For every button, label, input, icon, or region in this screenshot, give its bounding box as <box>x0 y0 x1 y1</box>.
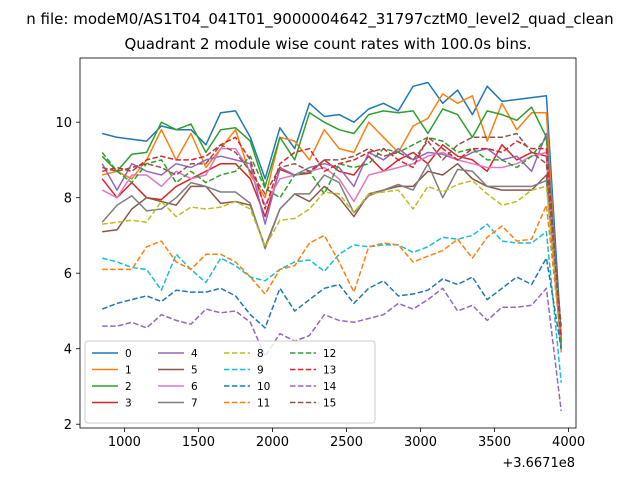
chart-suptitle: n file: modeM0/AS1T04_041T01_9000004642_… <box>26 10 613 29</box>
series-line-14 <box>102 287 562 412</box>
series-line-10 <box>101 257 562 349</box>
x-axis-offset-text: +3.6671e8 <box>502 456 575 471</box>
legend-label-3: 3 <box>125 398 132 410</box>
legend-label-2: 2 <box>125 381 132 393</box>
y-tick-label: 4 <box>64 343 72 358</box>
plot-area-frame <box>79 57 577 429</box>
x-tick-label: 1000 <box>108 435 141 450</box>
x-tick-label: 2500 <box>330 435 363 450</box>
y-tick-label: 2 <box>64 418 72 433</box>
legend-label-7: 7 <box>191 398 198 410</box>
series-line-12 <box>101 136 562 345</box>
legend-label-1: 1 <box>125 365 132 377</box>
series-line-11 <box>102 204 562 342</box>
y-tick-label: 6 <box>64 267 72 282</box>
x-tick-label: 3500 <box>478 435 511 450</box>
series-line-2 <box>101 106 562 342</box>
series-line-7 <box>101 162 562 345</box>
legend-label-12: 12 <box>323 348 336 360</box>
x-tick-label: 1500 <box>182 435 215 450</box>
x-axis: 1000 1500 2000 2500 3000 3500 4000 <box>108 428 585 450</box>
legend-label-9: 9 <box>257 365 264 377</box>
x-tick-label: 4000 <box>552 435 585 450</box>
series-line-15 <box>102 132 562 327</box>
legend-label-13: 13 <box>323 365 336 377</box>
y-tick-label: 10 <box>55 116 72 131</box>
series-line-4 <box>101 132 562 345</box>
legend-label-8: 8 <box>257 348 264 360</box>
legend-label-4: 4 <box>191 348 198 360</box>
legend-label-14: 14 <box>323 381 337 393</box>
legend-label-10: 10 <box>257 381 270 393</box>
series-line-8 <box>102 179 562 342</box>
series-line-9 <box>102 223 562 383</box>
series-line-5 <box>102 162 562 349</box>
x-tick-label: 2000 <box>256 435 289 450</box>
legend-label-5: 5 <box>191 365 198 377</box>
series-line-0 <box>102 81 562 338</box>
legend-label-0: 0 <box>125 348 132 360</box>
y-tick-label: 8 <box>64 192 72 207</box>
legend-label-6: 6 <box>191 381 198 393</box>
plot-series-group <box>101 81 562 412</box>
legend-label-15: 15 <box>323 398 336 410</box>
series-line-1 <box>102 93 562 353</box>
y-axis: 2 4 6 8 10 <box>55 116 80 433</box>
chart-title: Quadrant 2 module wise count rates with … <box>124 35 531 53</box>
legend-label-11: 11 <box>257 398 270 410</box>
x-tick-label: 3000 <box>404 435 437 450</box>
series-line-13 <box>102 136 562 338</box>
